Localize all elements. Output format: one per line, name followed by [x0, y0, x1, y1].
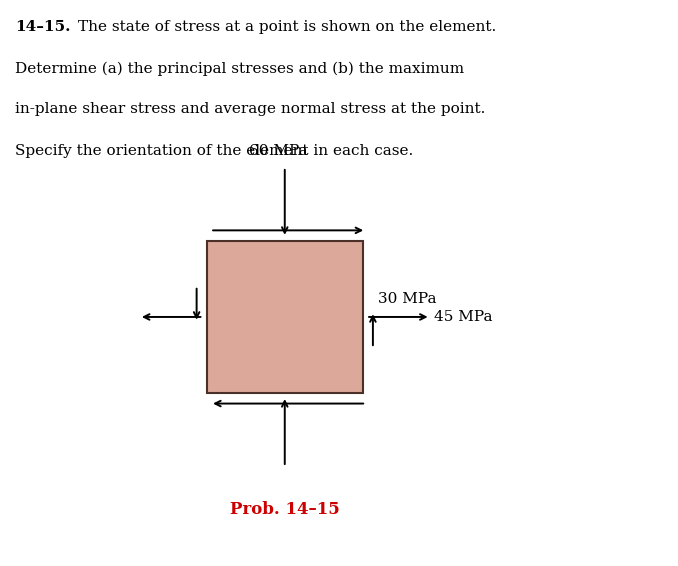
Text: in-plane shear stress and average normal stress at the point.: in-plane shear stress and average normal… — [15, 102, 485, 117]
Text: 14–15.: 14–15. — [15, 20, 71, 34]
Text: The state of stress at a point is shown on the element.: The state of stress at a point is shown … — [78, 20, 496, 34]
Text: Specify the orientation of the element in each case.: Specify the orientation of the element i… — [15, 144, 413, 158]
Text: 60 MPa: 60 MPa — [249, 144, 307, 158]
Text: Determine (a) the principal stresses and (b) the maximum: Determine (a) the principal stresses and… — [15, 61, 464, 75]
Bar — [207, 241, 363, 393]
Text: 45 MPa: 45 MPa — [434, 310, 492, 324]
Text: 30 MPa: 30 MPa — [378, 291, 436, 306]
Text: Prob. 14–15: Prob. 14–15 — [230, 501, 340, 518]
